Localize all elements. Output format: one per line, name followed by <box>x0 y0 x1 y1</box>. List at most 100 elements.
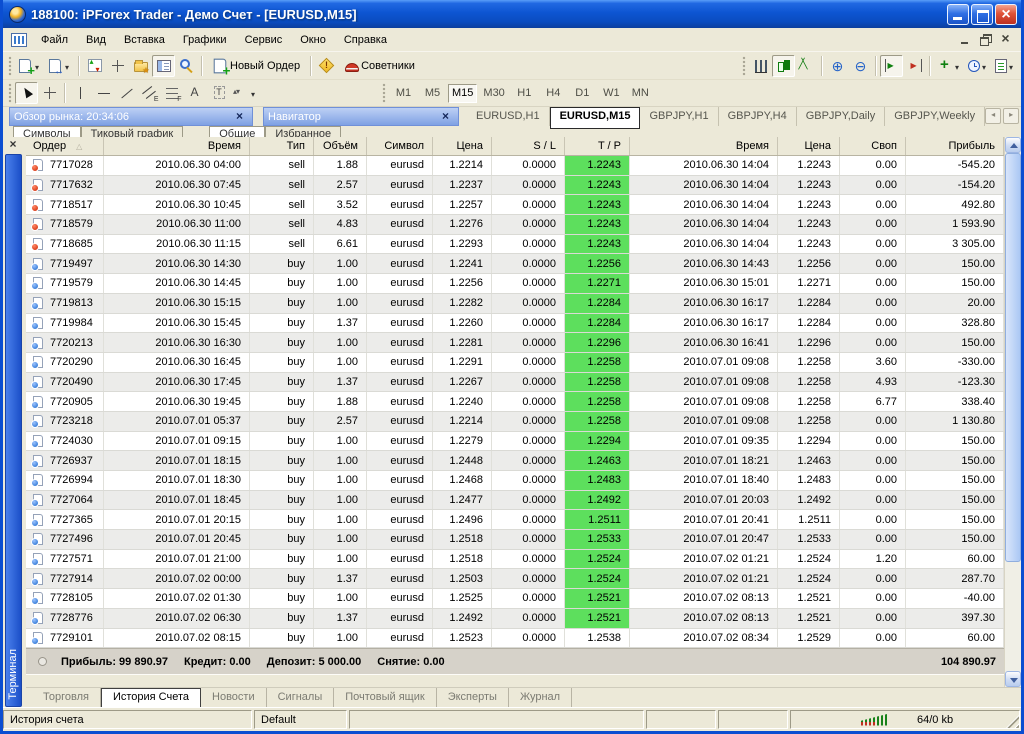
terminal-button[interactable] <box>152 54 175 77</box>
scroll-left-icon[interactable] <box>985 108 1002 124</box>
fibonacci-button[interactable] <box>161 82 184 104</box>
chart-shift-button[interactable] <box>903 55 926 77</box>
toolbar-grip[interactable] <box>382 83 386 103</box>
column-header-0[interactable]: Ордер <box>26 137 104 155</box>
table-row[interactable]: 7727064 2010.07.01 18:45 buy 1.00 eurusd 1.24… <box>26 490 1004 511</box>
periods-button[interactable] <box>965 55 992 77</box>
chart-tab-eurusd-m15[interactable]: EURUSD,M15 <box>549 107 641 129</box>
table-row[interactable]: 7720490 2010.06.30 17:45 buy 1.37 eurusd 1.22… <box>26 372 1004 393</box>
close-icon[interactable] <box>5 137 21 153</box>
trendline-button[interactable] <box>115 82 138 104</box>
horizontal-line-button[interactable] <box>92 82 115 104</box>
column-header-3[interactable]: Объём <box>314 137 367 155</box>
table-row[interactable]: 7719497 2010.06.30 14:30 buy 1.00 eurusd 1.22… <box>26 254 1004 275</box>
chart-tab-gbpjpy-daily[interactable]: GBPJPY,Daily <box>797 107 886 126</box>
indicators-button[interactable] <box>934 55 965 77</box>
table-row[interactable]: 7718685 2010.06.30 11:15 sell 6.61 eurusd 1.2… <box>26 234 1004 255</box>
table-row[interactable]: 7719813 2010.06.30 15:15 buy 1.00 eurusd 1.22… <box>26 293 1004 314</box>
chart-document-icon[interactable] <box>11 32 27 47</box>
bar-chart-button[interactable] <box>749 55 772 77</box>
chart-tab-eurusd-h1[interactable]: EURUSD,H1 <box>467 107 550 126</box>
crosshair-button[interactable] <box>38 82 61 104</box>
arrows-button[interactable] <box>230 82 261 104</box>
column-header-11[interactable]: Прибыль <box>906 137 1004 155</box>
text-label-button[interactable] <box>207 82 230 104</box>
column-header-9[interactable]: Цена <box>778 137 840 155</box>
table-row[interactable]: 7726994 2010.07.01 18:30 buy 1.00 eurusd 1.24… <box>26 471 1004 491</box>
table-row[interactable]: 7727365 2010.07.01 20:15 buy 1.00 eurusd 1.24… <box>26 510 1004 531</box>
equidistant-channel-button[interactable] <box>138 82 161 104</box>
minimize-button[interactable] <box>947 3 969 25</box>
navigator-tab-0[interactable]: Общие <box>209 126 266 137</box>
terminal-caption[interactable]: Терминал <box>4 154 22 707</box>
table-row[interactable]: 7728105 2010.07.02 01:30 buy 1.00 eurusd 1.25… <box>26 589 1004 609</box>
scrollbar-track[interactable] <box>1005 153 1021 671</box>
table-row[interactable]: 7727496 2010.07.01 20:45 buy 1.00 eurusd 1.25… <box>26 530 1004 550</box>
table-row[interactable]: 7719579 2010.06.30 14:45 buy 1.00 eurusd 1.22… <box>26 274 1004 294</box>
terminal-tab-mailbox[interactable]: Почтовый ящик <box>334 688 437 707</box>
table-row[interactable]: 7727571 2010.07.01 21:00 buy 1.00 eurusd 1.25… <box>26 549 1004 570</box>
table-row[interactable]: 7719984 2010.06.30 15:45 buy 1.37 eurusd 1.22… <box>26 313 1004 334</box>
table-row[interactable]: 7727914 2010.07.02 00:00 buy 1.37 eurusd 1.25… <box>26 569 1004 590</box>
text-button[interactable] <box>184 82 207 104</box>
column-header-2[interactable]: Тип <box>250 137 314 155</box>
table-row[interactable]: 7718579 2010.06.30 11:00 sell 4.83 eurusd 1.2… <box>26 215 1004 235</box>
status-profile[interactable]: Default <box>254 710 347 729</box>
menu-view[interactable]: Вид <box>86 33 106 46</box>
column-header-8[interactable]: Время <box>630 137 778 155</box>
expert-advisors-button[interactable]: Советники <box>338 55 422 77</box>
table-row[interactable]: 7720905 2010.06.30 19:45 buy 1.88 eurusd 1.22… <box>26 392 1004 412</box>
terminal-tab-journal[interactable]: Журнал <box>509 688 573 707</box>
vertical-line-button[interactable] <box>69 82 92 104</box>
zoom-out-button[interactable]: ⊖ <box>849 55 872 77</box>
candlestick-chart-button[interactable] <box>772 54 795 77</box>
toolbar-grip[interactable] <box>742 55 746 76</box>
table-row[interactable]: 7717632 2010.06.30 07:45 sell 2.57 eurusd 1.2… <box>26 175 1004 196</box>
chart-tab-gbpjpy-h1[interactable]: GBPJPY,H1 <box>640 107 719 126</box>
table-row[interactable]: 7729101 2010.07.02 08:15 buy 1.00 eurusd 1.25… <box>26 628 1004 649</box>
templates-button[interactable] <box>992 55 1019 77</box>
market-watch-tab-1[interactable]: Тиковый график <box>80 126 184 137</box>
toolbar-grip[interactable] <box>8 55 12 76</box>
scrollbar-thumb[interactable] <box>1005 153 1021 563</box>
table-row[interactable]: 7718517 2010.06.30 10:45 sell 3.52 eurusd 1.2… <box>26 195 1004 216</box>
close-icon[interactable] <box>236 108 248 125</box>
market-watch-tab-0[interactable]: Символы <box>13 126 81 137</box>
timeframe-m15[interactable]: M15 <box>448 83 478 103</box>
maximize-button[interactable] <box>971 3 993 25</box>
scroll-right-icon[interactable] <box>1003 108 1020 124</box>
close-icon[interactable] <box>442 108 454 125</box>
menu-service[interactable]: Сервис <box>244 33 283 46</box>
timeframe-d1[interactable]: D1 <box>575 86 590 99</box>
cursor-button[interactable] <box>15 82 38 104</box>
column-header-7[interactable]: T / P <box>565 137 630 155</box>
scroll-down-icon[interactable] <box>1005 671 1021 687</box>
terminal-tab-news[interactable]: Новости <box>201 688 267 707</box>
column-header-6[interactable]: S / L <box>492 137 565 155</box>
timeframe-w1[interactable]: W1 <box>603 86 620 99</box>
market-watch-caption[interactable]: Обзор рынка: 20:34:06 <box>9 107 253 126</box>
menu-window[interactable]: Окно <box>300 33 326 46</box>
terminal-tab-signals[interactable]: Сигналы <box>267 688 335 707</box>
timeframe-m30[interactable]: M30 <box>483 86 505 99</box>
table-row[interactable]: 7723218 2010.07.01 05:37 buy 2.57 eurusd 1.22… <box>26 411 1004 432</box>
terminal-tab-account-history[interactable]: История Счета <box>100 688 202 707</box>
menu-file[interactable]: Файл <box>41 33 69 46</box>
chart-tab-gbpjpy-h4[interactable]: GBPJPY,H4 <box>719 107 797 126</box>
navigator-caption[interactable]: Навигатор <box>263 107 459 126</box>
column-header-10[interactable]: Своп <box>840 137 906 155</box>
timeframe-m1[interactable]: M1 <box>395 86 412 99</box>
toolbar-grip[interactable] <box>8 83 12 103</box>
terminal-tab-experts[interactable]: Эксперты <box>437 688 509 707</box>
line-chart-button[interactable] <box>795 55 818 77</box>
metaeditor-button[interactable] <box>315 55 338 77</box>
column-header-1[interactable]: Время <box>104 137 250 155</box>
menu-insert[interactable]: Вставка <box>123 33 165 46</box>
navigator-tab-1[interactable]: Избранное <box>265 126 342 137</box>
title-bar[interactable]: 188100: iPForex Trader - Демо Счет - [EU… <box>3 0 1021 28</box>
column-header-5[interactable]: Цена <box>433 137 492 155</box>
navigator-button[interactable] <box>129 55 152 77</box>
mdi-close-button[interactable] <box>997 30 1014 47</box>
new-order-button[interactable]: Новый Ордер <box>206 55 307 79</box>
chart-tab-gbpjpy-weekly[interactable]: GBPJPY,Weekly <box>885 107 986 126</box>
